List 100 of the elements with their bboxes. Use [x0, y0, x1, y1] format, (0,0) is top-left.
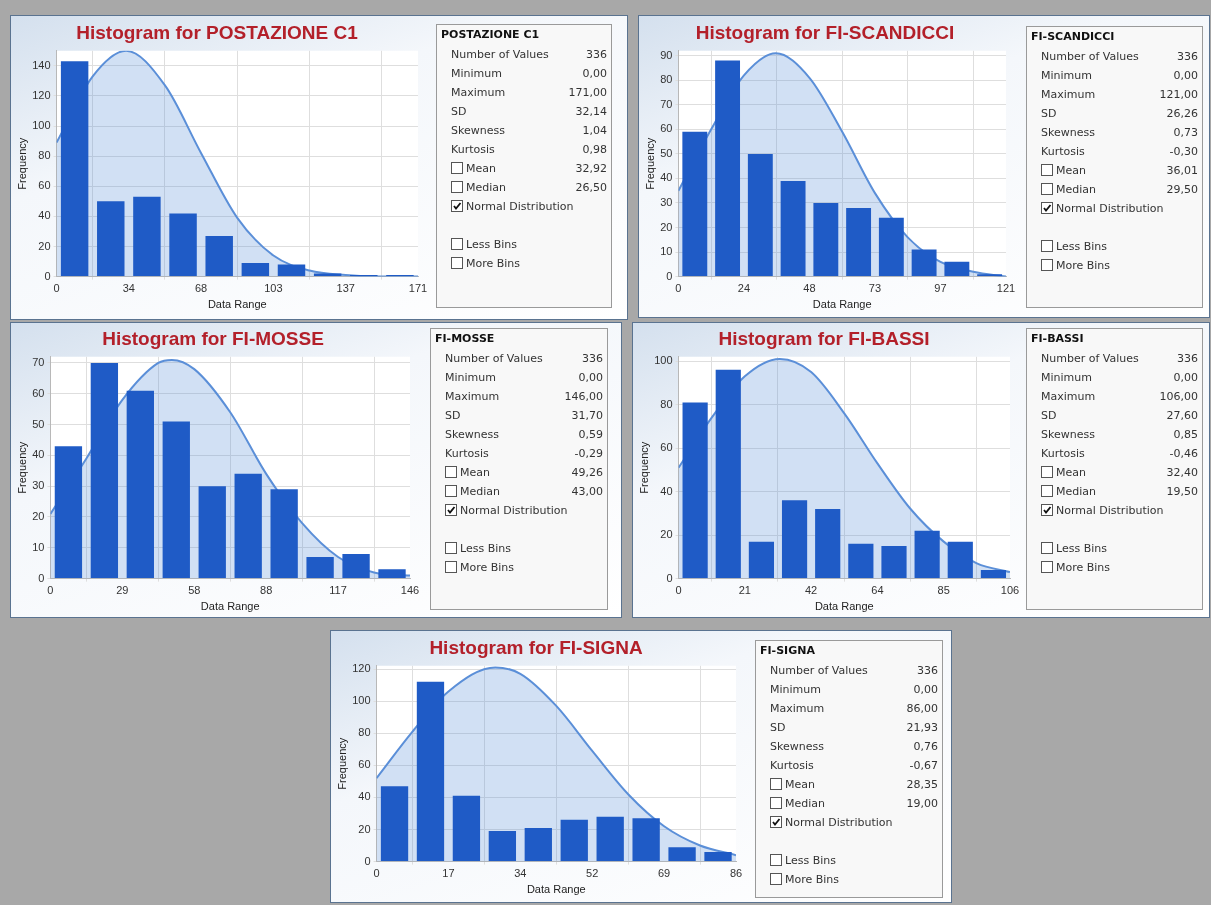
- y-tick-label: 80: [660, 73, 673, 86]
- text: 336: [586, 47, 607, 63]
- text: 28,35: [906, 777, 938, 793]
- text: Number of Values: [445, 352, 543, 365]
- x-axis-title: Data Range: [200, 600, 260, 613]
- text: FI-SCANDICCI: [1030, 29, 1116, 45]
- x-tick-label: 137: [336, 282, 355, 295]
- text: 0,00: [582, 66, 607, 82]
- chart-title: Histogram for FI-SCANDICCI: [695, 21, 955, 43]
- x-tick-label: 68: [195, 282, 208, 295]
- text: -0,46: [1169, 446, 1198, 462]
- text: Minimum: [451, 67, 502, 80]
- y-tick-label: 40: [660, 484, 673, 497]
- text: Mean: [1056, 466, 1086, 479]
- y-tick-label: 20: [358, 822, 371, 835]
- text: 0,59: [578, 427, 603, 443]
- text: Normal Distribution: [460, 504, 568, 517]
- text: Skewness: [451, 124, 505, 137]
- y-tick-label: 120: [32, 88, 51, 101]
- x-tick-label: 97: [934, 282, 947, 295]
- text: Kurtosis: [451, 143, 495, 156]
- text: POSTAZIONE C1: [440, 27, 541, 43]
- text: Kurtosis: [1041, 447, 1085, 460]
- x-tick-label: 86: [729, 867, 743, 880]
- x-tick-label: 73: [868, 282, 882, 295]
- y-tick-label: 50: [32, 417, 45, 430]
- text: Mean: [1056, 164, 1086, 177]
- y-tick-label: 40: [32, 448, 45, 461]
- x-tick-label: 69: [657, 867, 671, 880]
- x-tick-label: 58: [188, 584, 201, 597]
- x-tick-label: 121: [996, 282, 1016, 295]
- y-tick-label: 120: [352, 662, 371, 675]
- text: Number of Values: [1041, 50, 1139, 63]
- text: 26,50: [575, 180, 607, 196]
- y-tick-label: 20: [32, 510, 45, 523]
- text: 0,85: [1173, 427, 1198, 443]
- y-tick-label: 60: [660, 122, 673, 135]
- text: FI-MOSSE: [434, 331, 496, 347]
- text: Normal Distribution: [466, 200, 574, 213]
- x-tick-label: 0: [675, 282, 682, 295]
- y-tick-label: 90: [660, 48, 673, 61]
- y-tick-label: 20: [38, 239, 51, 252]
- text: Normal Distribution: [1056, 504, 1164, 517]
- text: Normal Distribution: [785, 816, 893, 829]
- text: Minimum: [1041, 69, 1092, 82]
- text: Maximum: [451, 86, 506, 99]
- y-tick-label: 0: [38, 571, 45, 584]
- text: SD: [1041, 107, 1057, 120]
- x-tick-label: 24: [737, 282, 751, 295]
- text: 27,60: [1166, 408, 1198, 424]
- text: Less Bins: [466, 238, 517, 251]
- y-axis-title: Frequency: [15, 441, 28, 494]
- text: 336: [917, 663, 938, 679]
- y-tick-label: 0: [44, 269, 51, 282]
- y-tick-label: 60: [660, 441, 673, 454]
- y-tick-label: 140: [32, 58, 51, 71]
- y-tick-label: 70: [660, 97, 673, 110]
- text: 121,00: [1159, 87, 1198, 103]
- text: 19,50: [1166, 484, 1198, 500]
- y-axis-title: Frequency: [643, 137, 656, 190]
- x-tick-label: 0: [675, 584, 682, 597]
- x-tick-label: 17: [442, 867, 455, 880]
- text: 106,00: [1159, 389, 1198, 405]
- text: 43,00: [571, 484, 603, 500]
- x-tick-label: 34: [122, 282, 135, 295]
- text: 21,93: [906, 720, 938, 736]
- y-tick-label: 10: [32, 540, 45, 553]
- text: 336: [1177, 49, 1198, 65]
- x-axis-title: Data Range: [814, 600, 874, 613]
- y-tick-label: 60: [32, 386, 45, 399]
- text: -0,29: [574, 446, 603, 462]
- y-tick-label: 20: [660, 220, 673, 233]
- text: 32,40: [1166, 465, 1198, 481]
- y-tick-label: 50: [660, 146, 673, 159]
- y-tick-label: 10: [660, 245, 673, 258]
- text: FI-BASSI: [1030, 331, 1085, 347]
- text: Mean: [460, 466, 490, 479]
- text: 0,00: [1173, 68, 1198, 84]
- text: Maximum: [445, 390, 500, 403]
- chart-title: Histogram for FI-BASSI: [718, 327, 930, 349]
- text: 29,50: [1166, 182, 1198, 198]
- text: 0,00: [913, 682, 938, 698]
- text: -0,30: [1169, 144, 1198, 160]
- text: More Bins: [785, 873, 840, 886]
- text: SD: [770, 721, 786, 734]
- chart-title: Histogram for POSTAZIONE C1: [76, 21, 359, 43]
- y-tick-label: 60: [358, 758, 371, 771]
- text: -0,67: [909, 758, 938, 774]
- x-tick-label: 106: [1000, 584, 1020, 597]
- text: 1,04: [582, 123, 607, 139]
- y-tick-label: 40: [660, 171, 673, 184]
- text: 19,00: [906, 796, 938, 812]
- text: Maximum: [1041, 390, 1096, 403]
- chart-title: Histogram for FI-MOSSE: [102, 327, 324, 349]
- x-tick-label: 48: [803, 282, 816, 295]
- text: Median: [1056, 183, 1097, 196]
- x-tick-label: 34: [514, 867, 527, 880]
- x-tick-label: 171: [408, 282, 428, 295]
- text: 36,01: [1166, 163, 1198, 179]
- y-tick-label: 100: [654, 354, 673, 367]
